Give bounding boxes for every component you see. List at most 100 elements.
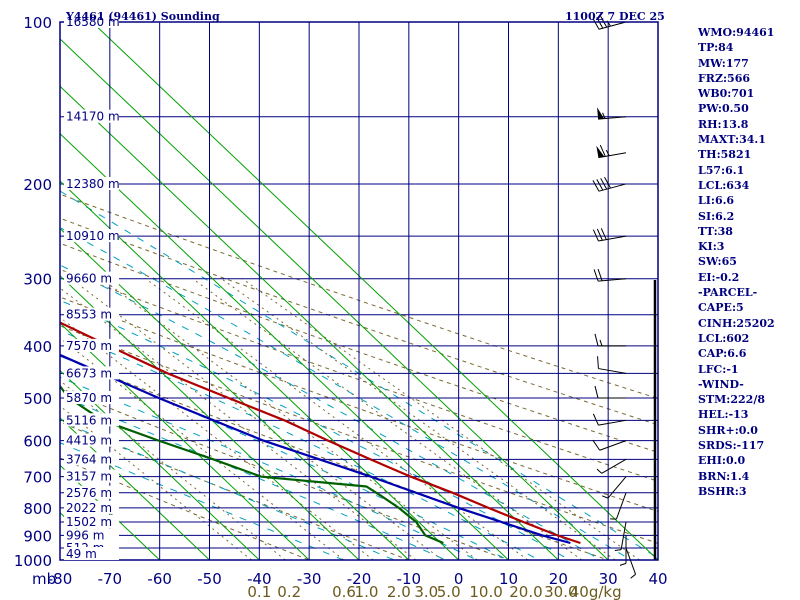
- height-label-bg: [64, 307, 119, 321]
- index-item: SRDS:-117: [698, 439, 765, 453]
- temperature-tick-label: 30: [599, 570, 618, 588]
- index-item: CAPE:5: [698, 301, 744, 315]
- height-label: 7570 m: [66, 339, 112, 353]
- wind-barb: [610, 492, 627, 520]
- height-label-bg: [64, 452, 119, 466]
- moist-adiabat: [60, 227, 633, 560]
- moist-adiabat: [60, 394, 447, 560]
- height-label-bg: [64, 500, 119, 514]
- height-label: 2022 m: [66, 501, 112, 515]
- index-item: SW:65: [698, 255, 737, 269]
- temperature-trace: [60, 321, 581, 545]
- index-list: WMO:94461 TP:84 MW:177 FRZ:566 WB0:701 PW:0.5…: [698, 25, 798, 499]
- height-label: 1502 m: [66, 515, 112, 529]
- isotherm-line: [60, 275, 360, 560]
- height-label: 2576 m: [66, 486, 112, 500]
- wind-barb: [592, 228, 627, 242]
- isotherm-line: [0, 22, 10, 560]
- index-item: TH:5821: [698, 148, 752, 162]
- mixing-ratio-label: 1.0: [355, 583, 379, 600]
- height-label: 3157 m: [66, 470, 112, 484]
- mixing-ratio-line: [221, 278, 616, 560]
- wind-barb: [594, 333, 626, 347]
- mixing-ratio-label: 0.6: [332, 583, 356, 600]
- pressure-label: 800: [23, 500, 52, 518]
- height-label-bg: [64, 485, 119, 499]
- dry-adiabats: [60, 193, 658, 560]
- mixing-ratio-label: 2.0: [387, 583, 411, 600]
- height-label: 3764 m: [66, 452, 112, 466]
- index-item: -PARCEL-: [698, 286, 758, 300]
- height-label: 996 m: [66, 528, 104, 542]
- index-item: SI:6.2: [698, 209, 735, 223]
- wind-barb: [592, 439, 627, 451]
- index-item: KI:3: [698, 240, 725, 254]
- isotherms: [0, 22, 658, 560]
- index-item: STM:222/8: [698, 393, 765, 407]
- wind-barb: [614, 521, 627, 552]
- dry-adiabat: [60, 355, 610, 560]
- index-item: RH:13.8: [698, 117, 749, 131]
- isotherm-line: [60, 180, 460, 560]
- height-label-bg: [64, 229, 119, 243]
- temperature-tick-label: -70: [98, 570, 123, 588]
- mixing-ratio-line: [60, 316, 374, 560]
- height-label: 5116 m: [66, 413, 112, 427]
- height-label: 14170 m: [66, 110, 120, 124]
- isotherm-line: [91, 22, 658, 560]
- wind-barb: [625, 547, 637, 579]
- height-label: 12380 m: [66, 177, 120, 191]
- isotherm-line: [60, 369, 260, 560]
- temperature-tick-label: 0: [454, 570, 464, 588]
- temperature-tick-label: 40: [648, 570, 667, 588]
- index-item: MAXT:34.1: [698, 133, 766, 147]
- wind-barb: [601, 476, 627, 499]
- height-label-bg: [64, 413, 119, 427]
- dewpoint-trace: [60, 384, 444, 545]
- datetime-label: 1100Z 7 DEC 25: [565, 10, 665, 23]
- mixing-ratio-line: [60, 337, 345, 560]
- temperature-tick-label: -60: [147, 570, 172, 588]
- height-label-bg: [64, 271, 119, 285]
- isotherm-line: [60, 322, 310, 560]
- index-item: TP:84: [698, 41, 734, 55]
- height-label: 10910 m: [66, 229, 120, 243]
- dry-adiabat: [60, 217, 658, 426]
- height-label: 8553 m: [66, 308, 112, 322]
- mixing-ratio-lines: [60, 278, 640, 560]
- index-item: EI:-0.2: [698, 270, 740, 284]
- height-label: 4419 m: [66, 434, 112, 448]
- temperature-tick-label: -30: [297, 570, 322, 588]
- parcel-trace: [60, 353, 571, 545]
- dry-adiabat: [60, 242, 658, 453]
- height-label-bg: [64, 547, 119, 560]
- index-item: WMO:94461: [698, 26, 775, 39]
- height-label: 16580 m: [66, 15, 120, 29]
- height-label-bg: [64, 433, 119, 447]
- index-item: FRZ:566: [698, 71, 751, 85]
- moist-adiabat: [60, 190, 658, 559]
- pressure-unit-label: mb: [32, 570, 56, 588]
- height-label: 49 m: [66, 547, 97, 561]
- mixing-ratio-label: 30.0: [544, 583, 577, 600]
- isotherm-line: [60, 227, 410, 560]
- mixing-ratio-label: 0.1: [247, 583, 271, 600]
- height-label-bg: [64, 366, 119, 380]
- height-label-bg: [64, 528, 119, 542]
- mixing-ratio-label: 5.0: [437, 583, 461, 600]
- mixing-ratio-line: [241, 278, 640, 560]
- pressure-label: 600: [23, 433, 52, 451]
- height-label-bg: [64, 338, 119, 352]
- dry-adiabat: [60, 296, 658, 513]
- isotherm-line: [60, 38, 609, 560]
- index-item: L57:6.1: [698, 163, 745, 177]
- pressure-label: 500: [23, 390, 52, 408]
- temperature-tick-label: -80: [48, 570, 73, 588]
- index-item: LCL:602: [698, 331, 750, 345]
- pressure-label: 200: [23, 176, 52, 194]
- index-item: LCL:634: [698, 178, 750, 192]
- temperature-tick-label: -20: [347, 570, 372, 588]
- wind-barb: [596, 458, 627, 474]
- moist-adiabat: [60, 442, 345, 560]
- height-label: 5870 m: [66, 391, 112, 405]
